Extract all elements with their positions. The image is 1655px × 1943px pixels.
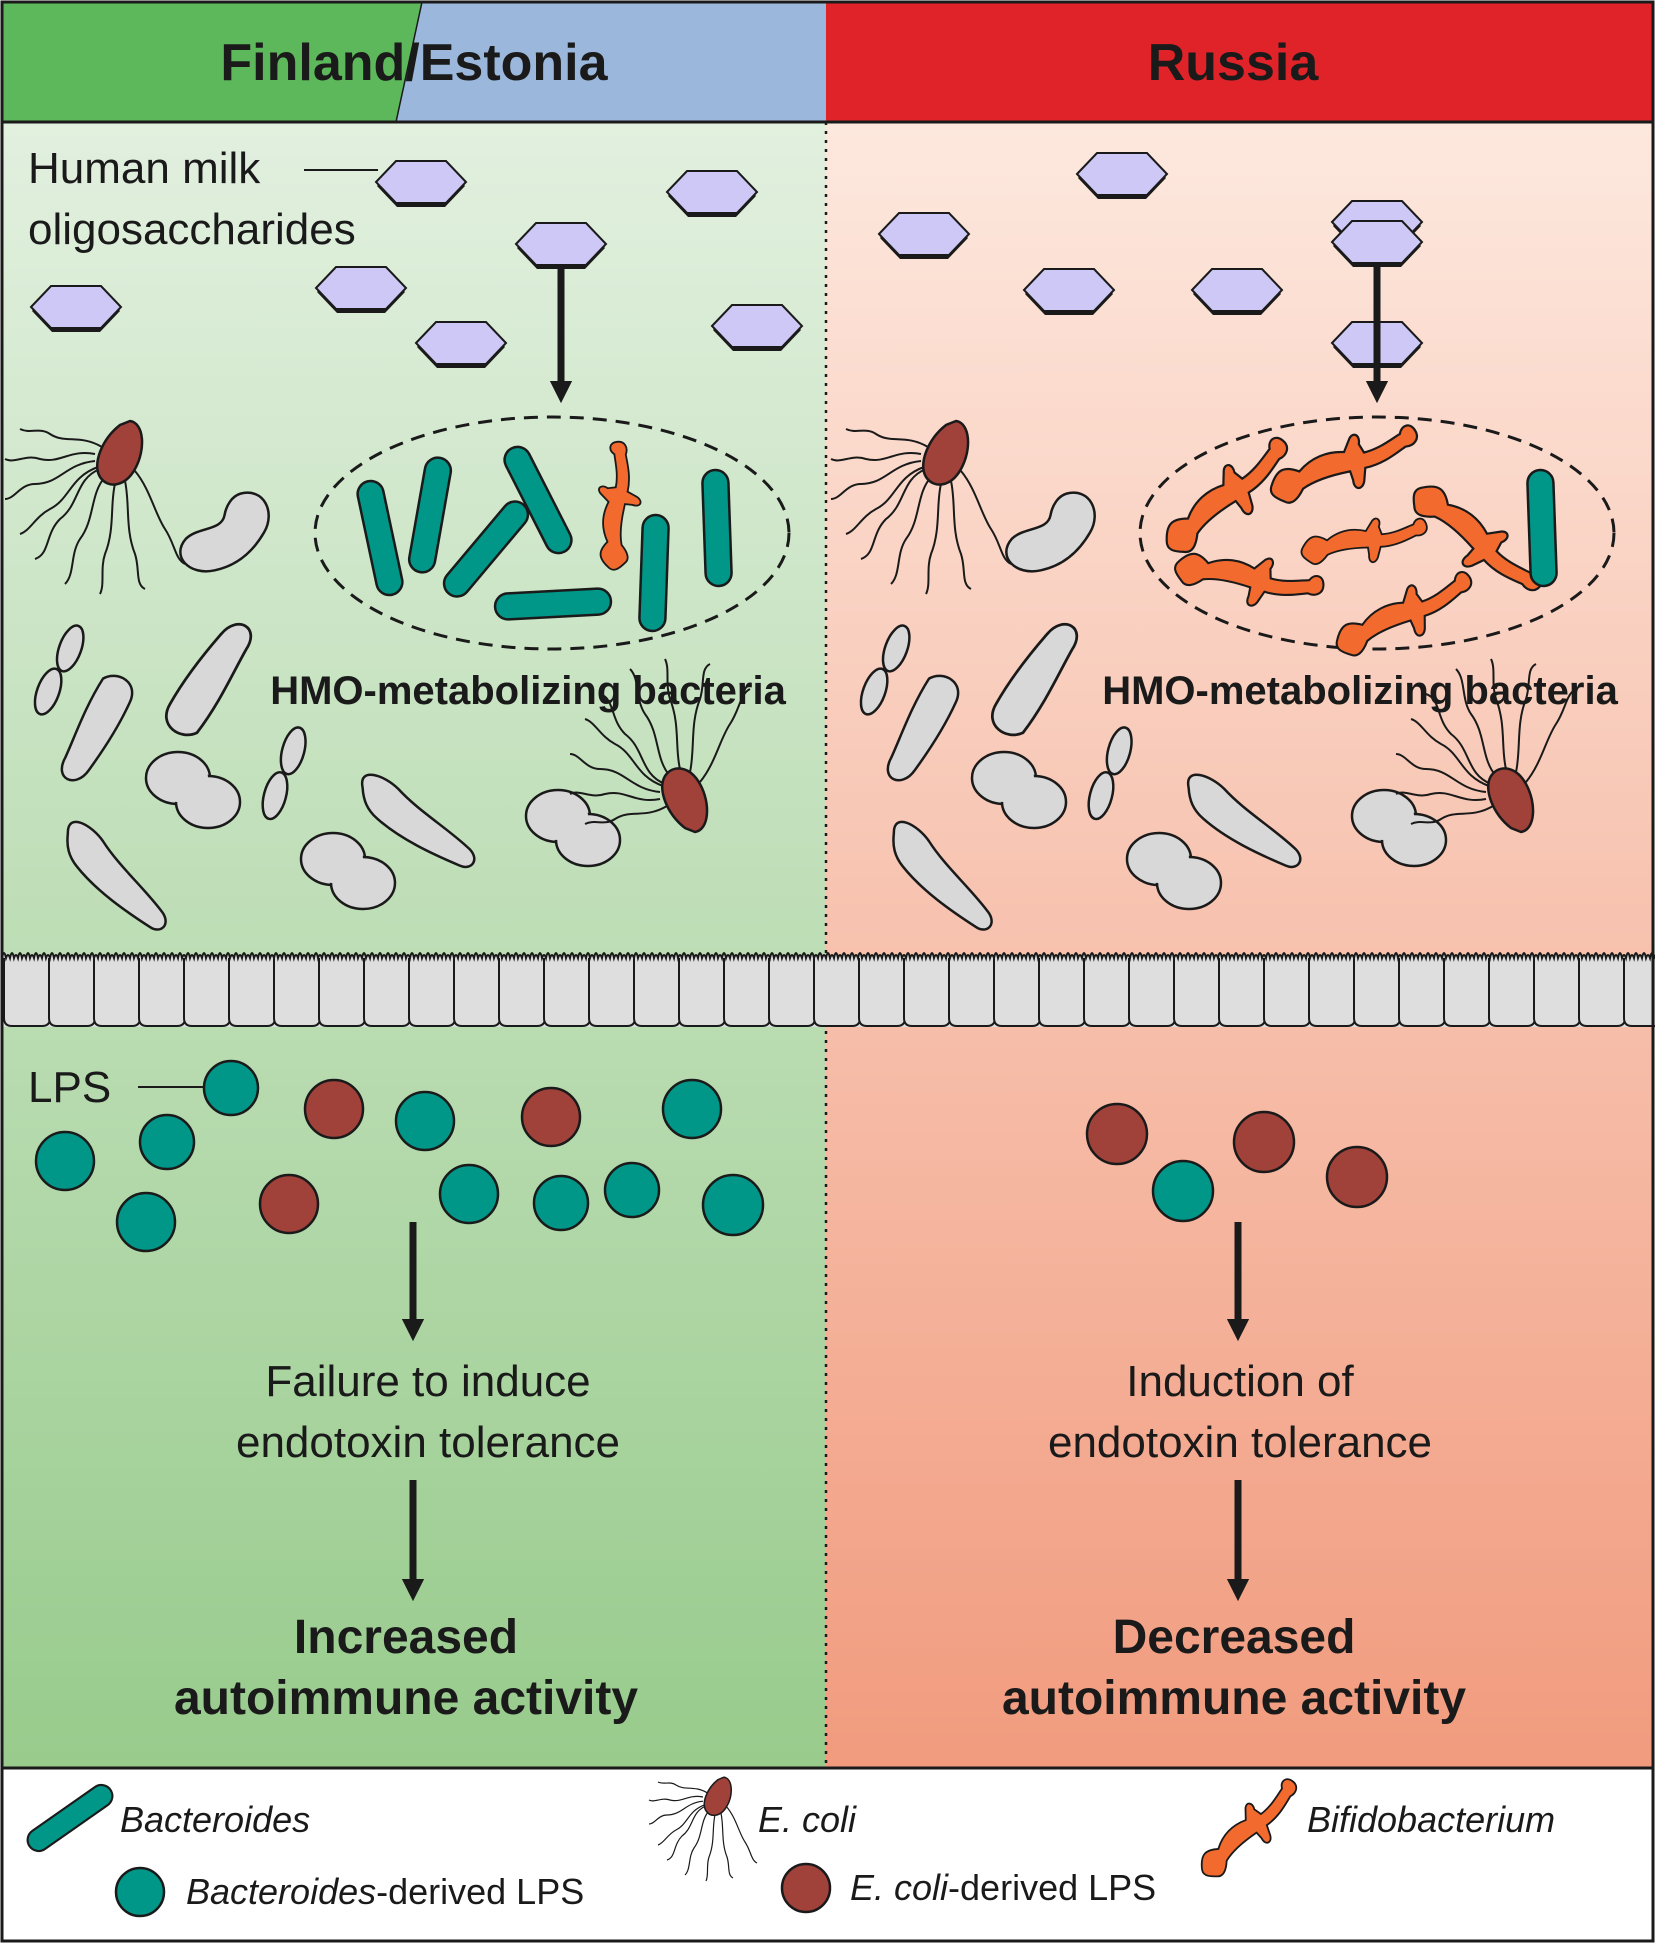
bacteroides-rod [493,586,613,622]
epithelial-cell [228,957,276,1027]
epithelial-cell [1263,957,1311,1027]
hmo-bacteria-group-right [1138,415,1616,651]
hmo-label-line2: oligosaccharides [28,205,356,254]
epithelial-cell [588,957,636,1027]
epithelial-cell [1128,957,1176,1027]
ecoli-lps [1232,1110,1296,1174]
epithelial-cell [993,957,1041,1027]
ecoli-lps [1325,1145,1389,1209]
legend: Bacteroides E. coli Bifidobacterium Bact… [22,1775,1555,1918]
epithelial-cell [948,957,996,1027]
bacteroides-lps [603,1161,661,1219]
lps-blobs-right [1085,1102,1389,1223]
left-outcome-line1: Increased [294,1611,518,1664]
hmo-bacteria-group-left [313,415,791,651]
epithelial-cell [903,957,951,1027]
legend-bacteroides-lps-label: Bacteroides-derived LPS [186,1871,584,1912]
legend-bacteroides-label: Bacteroides [120,1799,310,1840]
estonia-header-band [396,2,826,122]
epithelial-cell [1623,957,1655,1027]
legend-ecoli-lps-icon [780,1862,832,1914]
left-title: Finland/Estonia [220,34,608,92]
epithelial-cell [1488,957,1536,1027]
epithelial-cell [1533,957,1581,1027]
epithelial-cell [678,957,726,1027]
ecoli-lps [520,1086,582,1148]
right-mechanism-line1: Induction of [1126,1357,1354,1406]
epithelial-cell [543,957,591,1027]
ecoli-lps [258,1173,320,1235]
legend-ecoli-lps-label: E. coli-derived LPS [850,1867,1156,1908]
legend-bacteroides-icon [22,1779,118,1857]
hmo-label-line1: Human milk [28,144,261,193]
epithelial-cell [408,957,456,1027]
legend-ecoli-label: E. coli [758,1799,857,1840]
epithelial-cell [633,957,681,1027]
epithelial-cell [183,957,231,1027]
legend-bifido-icon [1181,1775,1318,1884]
ecoli-lps [1085,1102,1149,1166]
epithelial-cell [3,957,51,1027]
epithelial-cell [1038,957,1086,1027]
right-title: Russia [1148,34,1320,92]
bacteroides-lps [701,1173,765,1237]
epithelial-cell [858,957,906,1027]
epithelial-cell [1083,957,1131,1027]
epithelial-cell [453,957,501,1027]
epithelial-cell [1353,957,1401,1027]
legend-bifido-label: Bifidobacterium [1307,1799,1555,1840]
right-outcome-line2: autoimmune activity [1002,1672,1466,1725]
epithelial-cell [48,957,96,1027]
bacteroides-rod [700,468,734,588]
bacteroides-rod [1525,468,1559,588]
epithelial-cell [1308,957,1356,1027]
epithelial-cell [813,957,861,1027]
left-mechanism-line2: endotoxin tolerance [236,1418,620,1467]
right-outcome-line1: Decreased [1113,1611,1356,1664]
epithelial-cell [1398,957,1446,1027]
ecoli-lps [303,1078,365,1140]
epithelial-cell [768,957,816,1027]
bacteroides-lps [202,1059,260,1117]
epithelial-cell [1443,957,1491,1027]
left-outcome-line2: autoimmune activity [174,1672,638,1725]
finland-header-band [2,2,422,122]
epithelial-cell [93,957,141,1027]
bacteroides-lps [532,1174,590,1232]
hmo-bacteria-label-right: HMO-metabolizing bacteria [1102,669,1618,713]
lps-label: LPS [28,1063,111,1112]
hmo-bacteria-label-left: HMO-metabolizing bacteria [270,669,786,713]
epithelial-cell [1173,957,1221,1027]
bacteroides-lps [1151,1159,1215,1223]
right-mechanism-line2: endotoxin tolerance [1048,1418,1432,1467]
bacteroides-lps [115,1191,177,1253]
left-mechanism-line1: Failure to induce [265,1357,590,1406]
epithelial-cell [1578,957,1626,1027]
epithelial-cell [498,957,546,1027]
epithelial-cell [138,957,186,1027]
russia-header-band [826,2,1653,122]
bacteroides-rod [637,513,671,633]
epithelial-cell [318,957,366,1027]
bacteroides-lps [438,1163,500,1225]
epithelium-layer [1,952,1655,1027]
bacteroides-lps [661,1078,723,1140]
epithelial-cell [363,957,411,1027]
bacteroides-lps [138,1113,196,1171]
legend-bacteroides-lps-icon [114,1866,166,1918]
bacteroides-lps [34,1130,96,1192]
epithelial-cell [1218,957,1266,1027]
legend-ecoli-icon [648,1776,758,1882]
epithelial-cell [273,957,321,1027]
epithelial-cell [723,957,771,1027]
lps-blobs-left [34,1059,765,1253]
bacteroides-lps [394,1090,456,1152]
